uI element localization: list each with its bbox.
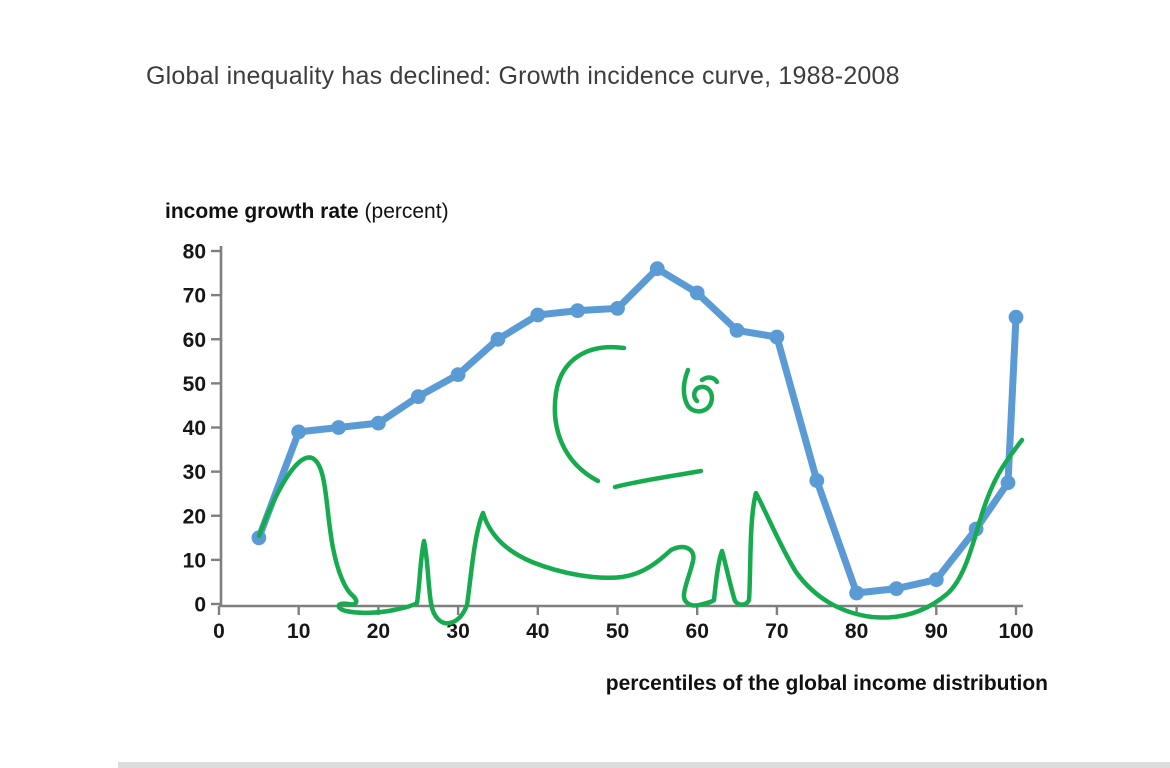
axis-ticks — [211, 249, 1018, 615]
x-tick-label: 40 — [526, 620, 549, 643]
chart-title: Global inequality has declined: Growth i… — [146, 62, 900, 90]
y-tick-label: 10 — [183, 549, 206, 572]
x-tick-label: 0 — [213, 620, 225, 643]
x-tick-label: 70 — [765, 620, 788, 643]
growth-curve-line — [255, 265, 1020, 597]
data-point-marker — [610, 301, 625, 316]
elephant-body-path — [256, 437, 1025, 626]
y-tick-label: 20 — [183, 505, 206, 528]
elephant-cheek-path — [612, 468, 704, 490]
x-tick-label: 20 — [367, 620, 390, 643]
y-tick-label: 30 — [183, 461, 206, 484]
data-point-marker — [1000, 475, 1016, 491]
x-tick-label: 30 — [446, 620, 469, 643]
y-tick-label: 60 — [183, 329, 206, 352]
data-point-marker — [689, 285, 705, 301]
data-point-marker — [729, 323, 745, 338]
bottom-border — [118, 762, 1170, 768]
data-point-marker — [450, 367, 466, 382]
y-tick-label: 0 — [194, 594, 206, 617]
data-point-marker — [371, 415, 386, 431]
data-point-marker — [410, 389, 426, 404]
y-tick-label: 50 — [183, 373, 206, 396]
x-tick-label: 60 — [686, 620, 709, 643]
growth-curve-markers — [251, 261, 1024, 601]
elephant-eye-flick-path — [699, 375, 720, 385]
axis-tick-labels: 0 10 20 30 40 50 60 70 80 0 10 20 30 40 50 60 70 80 90 100 — [183, 241, 1034, 644]
data-point-marker — [1008, 309, 1024, 325]
x-tick-label: 50 — [606, 620, 629, 643]
y-axis-title: income growth rate (percent) — [165, 200, 449, 224]
y-axis-title-bold: income growth rate — [165, 200, 359, 223]
x-tick-label: 10 — [287, 620, 310, 643]
x-axis-title: percentiles of the global income distrib… — [605, 672, 1048, 695]
data-point-marker — [291, 424, 307, 440]
x-tick-label: 80 — [845, 620, 868, 643]
data-point-marker — [889, 581, 904, 596]
x-tick-label: 100 — [998, 620, 1033, 643]
data-point-marker — [849, 585, 864, 601]
data-point-marker — [530, 307, 546, 323]
y-tick-label: 70 — [183, 285, 206, 308]
data-point-marker — [928, 572, 944, 588]
data-point-marker — [809, 473, 825, 488]
elephant-eye-icon — [681, 367, 715, 414]
data-point-marker — [570, 303, 585, 318]
y-tick-label: 80 — [183, 241, 206, 264]
data-point-marker — [490, 331, 506, 347]
x-tick-label: 90 — [925, 620, 948, 643]
y-axis-title-units: (percent) — [358, 200, 449, 223]
data-point-marker — [769, 329, 785, 345]
elephant-sketch — [256, 344, 1025, 626]
elephant-ear-path — [552, 344, 627, 484]
data-point-marker — [331, 420, 346, 435]
y-tick-label: 40 — [183, 417, 206, 440]
data-point-marker — [649, 261, 665, 277]
